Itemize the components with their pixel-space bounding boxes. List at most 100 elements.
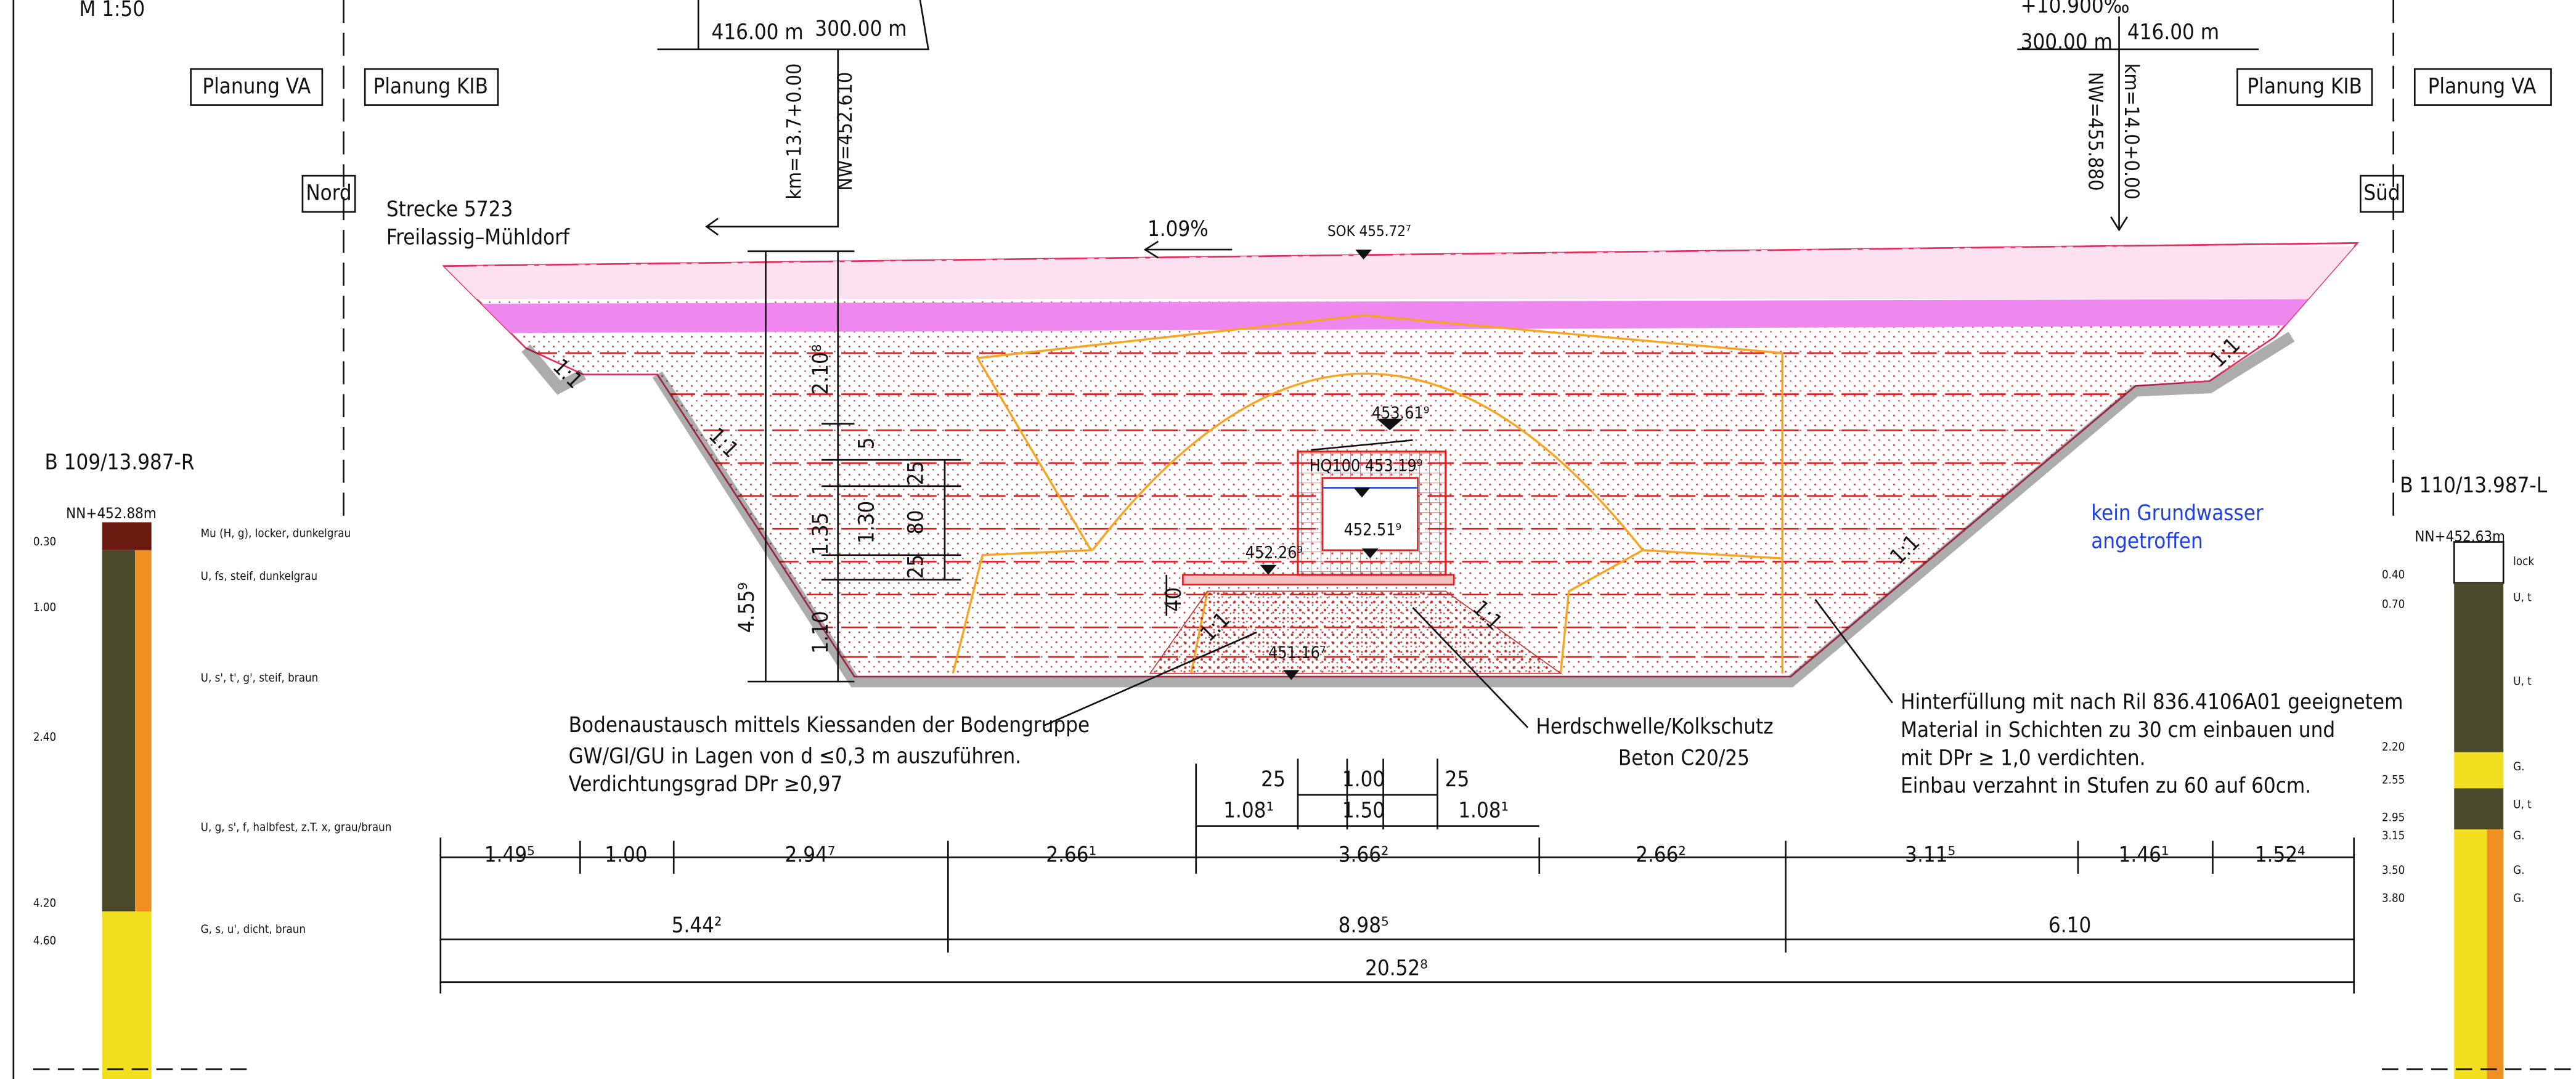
soil-layer [102, 522, 152, 550]
label: Beton C20/25 [1618, 746, 1750, 770]
sill [1182, 574, 1455, 586]
label: 4.55⁹ [735, 582, 759, 633]
label: 1.50 [1342, 799, 1385, 823]
label: NN+452.63m [2415, 528, 2505, 545]
label: 3.50 [2382, 864, 2405, 877]
label: 5 [855, 438, 879, 450]
label: 1.08¹ [1223, 799, 1274, 823]
label: Planung KIB [373, 74, 488, 99]
label: Bodenaustausch mittels Kiessanden der Bo… [569, 713, 1090, 738]
label: G, s, u', dicht, braun [201, 923, 306, 936]
label: M 1:50 [79, 0, 145, 22]
label: 2.40 [33, 731, 56, 744]
leaders [1043, 598, 1893, 728]
label: Mu (H, g), locker, dunkelgrau [201, 527, 351, 540]
label: Planung VA [202, 74, 311, 99]
tag-box [364, 68, 499, 106]
label: NN+452.88m [66, 505, 157, 522]
label: 0.30 [33, 535, 56, 548]
alignment-marker [2017, 16, 2259, 232]
label: G. [2513, 864, 2524, 877]
soil-layer [135, 550, 152, 912]
label: km=14.0+0.00 [2120, 63, 2143, 200]
label: km=13.7+0.00 [782, 63, 805, 200]
tag-box [2360, 174, 2404, 213]
soil-layer [2453, 541, 2505, 584]
label: 1.49⁵ [484, 843, 535, 868]
label: 1.30 [855, 501, 879, 544]
label: 0.40 [2382, 568, 2405, 581]
label: 3.15 [2382, 829, 2405, 842]
alignment-marker [657, 0, 929, 236]
label: 1.35 [809, 513, 833, 555]
label: angetroffen [2091, 529, 2203, 553]
label: 4.60 [33, 935, 56, 948]
label: NW=455.880 [2084, 72, 2108, 191]
label: 1.00 [33, 601, 56, 614]
label: 2.66² [1636, 843, 1686, 868]
label: 3.11⁵ [1905, 843, 1955, 868]
label: B 110/13.987-L [2400, 473, 2547, 498]
label: U, fs, steif, dunkelgrau [201, 570, 317, 583]
label: 1.10 [809, 611, 833, 653]
labels: M 1:50 Planung VA Planung KIB Nord Planung K… [33, 0, 2548, 980]
label: Herdschwelle/Kolkschutz [1536, 715, 1773, 739]
dimension-chains [439, 759, 2355, 994]
label: 452.26⁹ [1245, 544, 1303, 563]
label: U, t [2513, 592, 2532, 605]
label: +10.900‰ [2021, 0, 2130, 18]
label: U, t [2513, 798, 2532, 811]
label: Material in Schichten zu 30 cm einbauen … [1901, 718, 2335, 743]
label: 300.00 m [815, 17, 907, 41]
soil-layer [2454, 583, 2504, 752]
label: 80 [904, 510, 929, 535]
label: 453.61⁹ [1372, 404, 1429, 423]
tag-box [2413, 68, 2552, 106]
label: kein Grundwasser [2091, 501, 2264, 526]
label: 452.51⁹ [1344, 520, 1401, 539]
ballast-band [444, 299, 2358, 334]
label: mit DPr ≥ 1,0 verdichten. [1901, 746, 2145, 770]
label: Hinterfüllung mit nach Ril 836.4106A01 g… [1901, 690, 2403, 715]
label: 8.98⁵ [1339, 913, 1389, 938]
label: 1.08¹ [1458, 799, 1509, 823]
ground-hatch [521, 332, 2295, 688]
frame [12, 0, 2552, 1079]
label: B 109/13.987-R [44, 450, 194, 475]
soil-layer [102, 550, 136, 912]
label: G. [2513, 892, 2524, 905]
soil-layer [2454, 752, 2504, 789]
label: G. [2513, 829, 2524, 842]
label: 1.52⁴ [2255, 843, 2305, 868]
label: 3.66² [1339, 843, 1389, 868]
label: NW=452.610 [833, 72, 857, 191]
label: 300.00 m [2021, 30, 2113, 54]
tag-box [190, 68, 324, 106]
label: 2.95 [2382, 812, 2405, 825]
label: 416.00 m [2127, 20, 2219, 44]
label: 451.16⁷ [1268, 643, 1326, 662]
label: 416.00 m [712, 20, 804, 44]
label: U, s', t', g', steif, braun [201, 672, 319, 685]
label: SOK 455.72⁷ [1327, 222, 1411, 240]
label: 5.44² [672, 913, 722, 938]
label: 2.94⁷ [785, 843, 836, 868]
label: 2.55 [2382, 773, 2405, 786]
label: 25 [1261, 767, 1286, 792]
gradient-arrow [1143, 240, 1413, 451]
label: 20.52⁸ [1365, 956, 1428, 980]
label: 2.66¹ [1046, 843, 1096, 868]
label: 3.80 [2382, 892, 2405, 905]
label: Nord [306, 181, 351, 205]
soil-layer [102, 911, 152, 1079]
label: 0.70 [2382, 598, 2405, 611]
embankment [441, 240, 2359, 728]
label: 2.20 [2382, 741, 2405, 754]
label: U, g, s', f, halbfest, z.T. x, grau/brau… [201, 821, 392, 834]
label: Freilassig–Mühldorf [386, 225, 570, 250]
label: Verdichtungsgrad DPr ≥0,97 [569, 772, 843, 797]
label: 25 [904, 555, 929, 579]
gravel-bed [1149, 590, 1562, 674]
label: 1.46¹ [2119, 843, 2169, 868]
